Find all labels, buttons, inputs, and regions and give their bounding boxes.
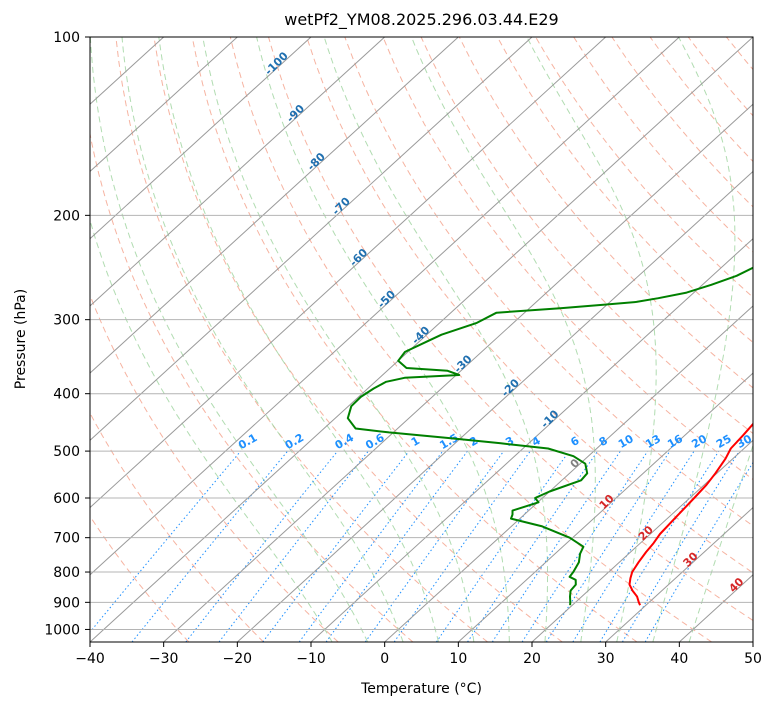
y-tick-label: 300 <box>53 313 80 329</box>
dry-adiabat <box>191 37 638 642</box>
mixing-ratio-line <box>325 450 468 642</box>
x-tick-label: 50 <box>744 651 762 667</box>
y-axis-label: Pressure (hPa) <box>13 289 29 389</box>
y-tick-label: 900 <box>53 595 80 611</box>
mixing-ratio-line <box>491 450 621 642</box>
mixing-ratio-line <box>467 450 599 642</box>
mixing-ratio-line <box>262 450 410 642</box>
mixing-ratio-label: 30 <box>734 432 754 451</box>
isotherm-line <box>310 237 753 642</box>
x-tick-label: −40 <box>75 651 105 667</box>
moist-adiabat <box>411 37 596 642</box>
x-tick-label: −30 <box>149 651 179 667</box>
isotherm-line <box>90 37 312 240</box>
mixing-ratio-line <box>545 450 671 642</box>
y-tick-label: 500 <box>53 444 80 460</box>
y-tick-label: 1000 <box>44 622 80 638</box>
temperature-profile-line <box>628 422 753 606</box>
y-tick-label: 400 <box>53 387 80 403</box>
isotherm-line <box>457 372 753 642</box>
y-tick-label: 600 <box>53 491 80 507</box>
background-lines <box>90 37 753 642</box>
moist-adiabat <box>652 37 736 642</box>
dry-adiabat <box>90 412 264 642</box>
dry-adiabat <box>535 37 753 298</box>
isotherm-line <box>236 170 753 642</box>
dry-adiabat <box>115 37 488 642</box>
dry-adiabat <box>306 37 753 574</box>
moist-adiabat <box>90 218 333 642</box>
isotherm-line <box>90 37 680 576</box>
isotherm-line <box>90 37 533 442</box>
moist-adiabat <box>202 37 475 642</box>
x-tick-label: 20 <box>523 651 541 667</box>
profile-series <box>346 266 753 606</box>
dry-adiabat <box>496 37 753 344</box>
x-axis-label: Temperature (°C) <box>360 681 482 697</box>
y-tick-label: 800 <box>53 565 80 581</box>
y-tick-label: 700 <box>53 531 80 547</box>
isotherm-line <box>90 37 607 509</box>
y-tick-label: 200 <box>53 208 80 224</box>
moist-adiabat <box>121 37 404 642</box>
x-tick-label: 40 <box>670 651 688 667</box>
dry-adiabat <box>382 37 753 481</box>
x-tick-label: 0 <box>380 651 389 667</box>
dry-adiabat <box>153 37 563 642</box>
x-tick-label: 30 <box>597 651 615 667</box>
mixing-ratio-line <box>364 450 505 642</box>
moist-adiabat <box>688 443 753 642</box>
dewpoint-profile-line <box>346 266 753 606</box>
mixing-ratio-line <box>621 450 740 642</box>
mixing-ratio-line <box>185 450 338 642</box>
dry-adiabat <box>90 515 190 642</box>
mixing-ratio-line <box>435 450 570 642</box>
isotherm-line <box>163 103 753 642</box>
isotherm-line <box>90 37 753 642</box>
dry-adiabat <box>268 37 753 622</box>
moist-adiabat <box>256 37 510 642</box>
plot-frame <box>89 36 754 643</box>
chart-title: wetPf2_YM08.2025.296.03.44.E29 <box>284 10 558 30</box>
moist-adiabat <box>90 37 369 642</box>
x-tick-label: −10 <box>296 651 326 667</box>
moist-adiabat <box>158 37 439 642</box>
isotherm-line <box>531 439 753 642</box>
mixing-ratio-line <box>131 450 288 642</box>
isotherm-line <box>90 37 459 374</box>
x-tick-label: −20 <box>223 651 253 667</box>
isotherm-line <box>384 305 753 642</box>
mixing-ratio-line <box>521 450 649 642</box>
axes: −40 −30 −20 −10 0 10 20 30 40 50 1000 900 800 700 600 5… <box>44 30 762 667</box>
mixing-ratio-line <box>90 450 242 633</box>
mixing-ratio-line <box>298 450 444 642</box>
moist-adiabat <box>323 37 548 642</box>
y-tick-label: 100 <box>53 30 80 46</box>
isotherm-line <box>605 506 753 642</box>
isotherm-line <box>90 37 386 307</box>
x-tick-label: 10 <box>449 651 467 667</box>
mixing-ratio-line <box>572 450 695 642</box>
grid-lines <box>90 37 753 642</box>
isotherm-line <box>90 37 238 173</box>
dry-adiabat <box>90 131 414 642</box>
